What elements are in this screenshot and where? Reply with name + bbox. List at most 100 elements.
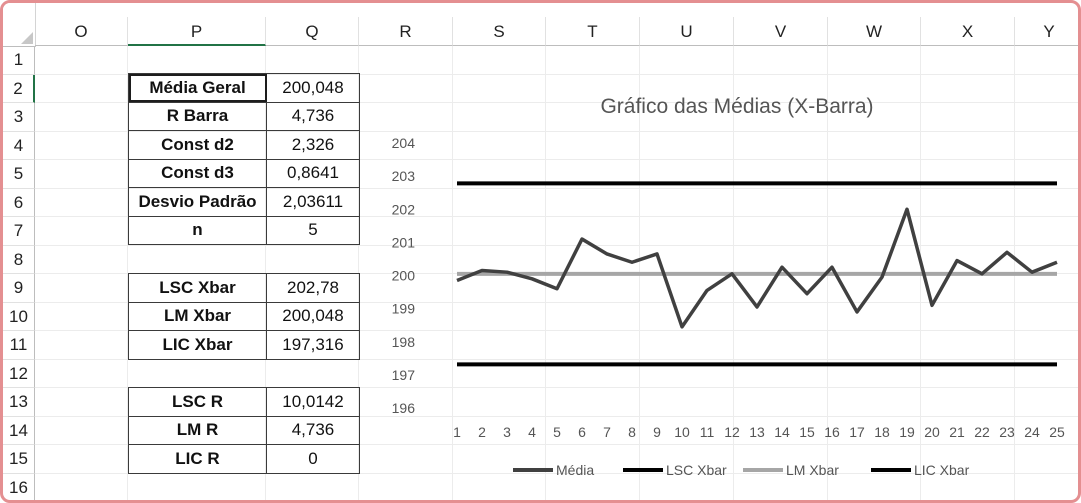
row-header-4[interactable]: 4 — [3, 131, 35, 160]
cell-label[interactable]: LSC Xbar — [128, 273, 267, 303]
column-header-o[interactable]: O — [35, 17, 128, 46]
row-header-12[interactable]: 12 — [3, 359, 35, 388]
column-header-r[interactable]: R — [359, 17, 453, 46]
cell-value[interactable]: 200,048 — [266, 73, 360, 103]
x-tick-label: 16 — [824, 424, 840, 440]
gridline-row — [35, 301, 1078, 303]
x-tick-label: 24 — [1024, 424, 1040, 440]
cell-value[interactable]: 10,0142 — [266, 387, 360, 417]
x-tick-label: 13 — [749, 424, 765, 440]
x-tick-label: 21 — [949, 424, 965, 440]
x-tick-label: 22 — [974, 424, 990, 440]
row-header-14[interactable]: 14 — [3, 416, 35, 445]
row-header-5[interactable]: 5 — [3, 160, 35, 189]
cell-label[interactable]: Const d3 — [128, 158, 267, 188]
column-header-q[interactable]: Q — [266, 17, 359, 46]
cell-label[interactable]: LIC Xbar — [128, 330, 267, 360]
row-header-13[interactable]: 13 — [3, 388, 35, 417]
column-header-u[interactable]: U — [640, 17, 734, 46]
x-tick-label: 12 — [724, 424, 740, 440]
cell-value[interactable]: 5 — [266, 215, 360, 245]
chart-title: Gráfico das Médias (X-Barra) — [600, 95, 873, 118]
y-tick-label: 199 — [392, 301, 416, 317]
table-row: Const d2 2,326 — [128, 130, 360, 160]
gridline-row — [35, 130, 1078, 132]
cell-label[interactable]: n — [128, 215, 267, 245]
gridline-row — [35, 415, 1078, 417]
cell-label[interactable]: R Barra — [128, 101, 267, 131]
table-row: R Barra 4,736 — [128, 101, 360, 131]
y-tick-label: 198 — [392, 334, 416, 350]
row-header-11[interactable]: 11 — [3, 331, 35, 360]
x-tick-label: 1 — [453, 424, 461, 440]
gridline-row — [35, 501, 1081, 502]
row-header-3[interactable]: 3 — [3, 103, 35, 132]
x-tick-label: 11 — [700, 424, 715, 440]
column-header-s[interactable]: S — [453, 17, 546, 46]
gridline-row — [35, 387, 1078, 388]
row-header-9[interactable]: 9 — [3, 274, 35, 303]
cell-value[interactable]: 202,78 — [266, 273, 360, 303]
gridline-col — [452, 46, 453, 500]
x-tick-label: 10 — [674, 424, 690, 440]
select-all-corner[interactable] — [3, 3, 36, 47]
x-tick-label: 7 — [603, 424, 611, 440]
cell-label[interactable]: Desvio Padrão — [128, 187, 267, 217]
cell-value[interactable]: 197,316 — [266, 330, 360, 360]
legend-label: LIC Xbar — [914, 462, 970, 478]
legend-label: LM Xbar — [786, 462, 839, 478]
x-tick-label: 25 — [1049, 424, 1065, 440]
gridline-row — [35, 444, 1078, 445]
table-row: Média Geral 200,048 — [128, 73, 360, 103]
table-row: Desvio Padrão 2,03611 — [128, 187, 360, 217]
table-row: LIC Xbar 197,316 — [128, 330, 360, 360]
cell-label[interactable]: Const d2 — [128, 130, 267, 160]
cell-value[interactable]: 0,8641 — [266, 158, 360, 188]
x-tick-label: 3 — [503, 424, 511, 440]
cell-value[interactable]: 4,736 — [266, 101, 360, 131]
column-header-t[interactable]: T — [546, 17, 640, 46]
row-header-6[interactable]: 6 — [3, 188, 35, 217]
cell-label[interactable]: LIC R — [128, 444, 267, 474]
row-header-8[interactable]: 8 — [3, 245, 35, 274]
row-header-1[interactable]: 1 — [3, 46, 35, 75]
legend-label: Média — [556, 462, 594, 478]
y-tick-label: 203 — [392, 168, 416, 184]
gridline-row — [35, 159, 1078, 160]
x-tick-label: 15 — [799, 424, 815, 440]
row-header-2[interactable]: 2 — [3, 74, 35, 103]
cell-label[interactable]: LSC R — [128, 387, 267, 417]
cell-label[interactable]: LM R — [128, 415, 267, 445]
x-tick-label: 14 — [774, 424, 790, 440]
table-row: LM R 4,736 — [128, 415, 360, 445]
cell-label[interactable]: Média Geral — [128, 73, 267, 103]
cell-value[interactable]: 4,736 — [266, 415, 360, 445]
series-line-média[interactable] — [456, 207, 1058, 329]
column-header-y[interactable]: Y — [1015, 17, 1078, 46]
column-header-x[interactable]: X — [921, 17, 1015, 46]
cell-label[interactable]: LM Xbar — [128, 301, 267, 331]
gridline-col — [127, 46, 128, 500]
column-header-w[interactable]: W — [828, 17, 921, 46]
row-header-10[interactable]: 10 — [3, 302, 35, 331]
cell-value[interactable]: 2,326 — [266, 130, 360, 160]
legend-label: LSC Xbar — [666, 462, 727, 478]
cell-value[interactable]: 200,048 — [266, 301, 360, 331]
gridline-col — [358, 46, 359, 500]
gridline-col — [265, 46, 266, 500]
x-tick-label: 2 — [478, 424, 486, 440]
row-header-7[interactable]: 7 — [3, 217, 35, 246]
column-header-p[interactable]: P — [128, 17, 266, 46]
cell-value[interactable]: 0 — [266, 444, 360, 474]
cell-value[interactable]: 2,03611 — [266, 187, 360, 217]
x-tick-label: 5 — [553, 424, 561, 440]
row-header-16[interactable]: 16 — [3, 473, 35, 500]
xbar-chart[interactable]: Gráfico das Médias (X-Barra) 19619719819… — [375, 73, 1075, 498]
row-header-15[interactable]: 15 — [3, 445, 35, 474]
column-header-v[interactable]: V — [734, 17, 828, 46]
y-tick-label: 197 — [392, 367, 416, 383]
x-tick-label: 6 — [578, 424, 586, 440]
gridline-row — [35, 358, 1078, 360]
